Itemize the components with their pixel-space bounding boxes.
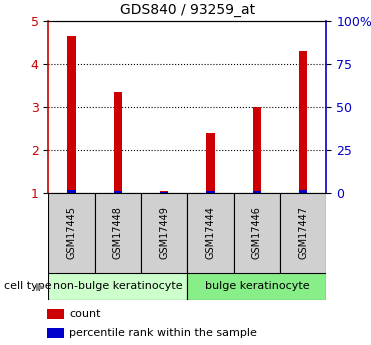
Text: percentile rank within the sample: percentile rank within the sample	[69, 328, 257, 338]
Bar	[46, 328, 64, 338]
Bar	[48, 273, 187, 300]
Text: ▶: ▶	[36, 282, 45, 291]
Text: GSM17449: GSM17449	[159, 206, 169, 259]
Text: non-bulge keratinocyte: non-bulge keratinocyte	[53, 282, 183, 291]
Bar	[253, 190, 261, 193]
Bar	[299, 190, 308, 193]
Bar	[299, 51, 308, 193]
Text: GSM17446: GSM17446	[252, 206, 262, 259]
Bar	[187, 273, 326, 300]
Bar	[280, 193, 326, 273]
Bar	[187, 193, 234, 273]
Title: GDS840 / 93259_at: GDS840 / 93259_at	[120, 3, 255, 17]
Bar	[114, 92, 122, 193]
Bar	[48, 193, 95, 273]
Bar	[160, 191, 168, 193]
Bar	[67, 190, 76, 193]
Bar	[206, 133, 215, 193]
Text: GSM17444: GSM17444	[206, 206, 216, 259]
Bar	[160, 192, 168, 193]
Bar	[253, 107, 261, 193]
Text: GSM17448: GSM17448	[113, 206, 123, 259]
Bar	[67, 36, 76, 193]
Bar	[234, 193, 280, 273]
Text: GSM17445: GSM17445	[66, 206, 76, 259]
Bar	[95, 193, 141, 273]
Bar	[141, 193, 187, 273]
Text: bulge keratinocyte: bulge keratinocyte	[204, 282, 309, 291]
Text: GSM17447: GSM17447	[298, 206, 308, 259]
Bar	[206, 191, 215, 193]
Bar	[114, 191, 122, 193]
Text: count: count	[69, 309, 101, 319]
Text: cell type: cell type	[4, 282, 51, 291]
Bar	[46, 309, 64, 319]
